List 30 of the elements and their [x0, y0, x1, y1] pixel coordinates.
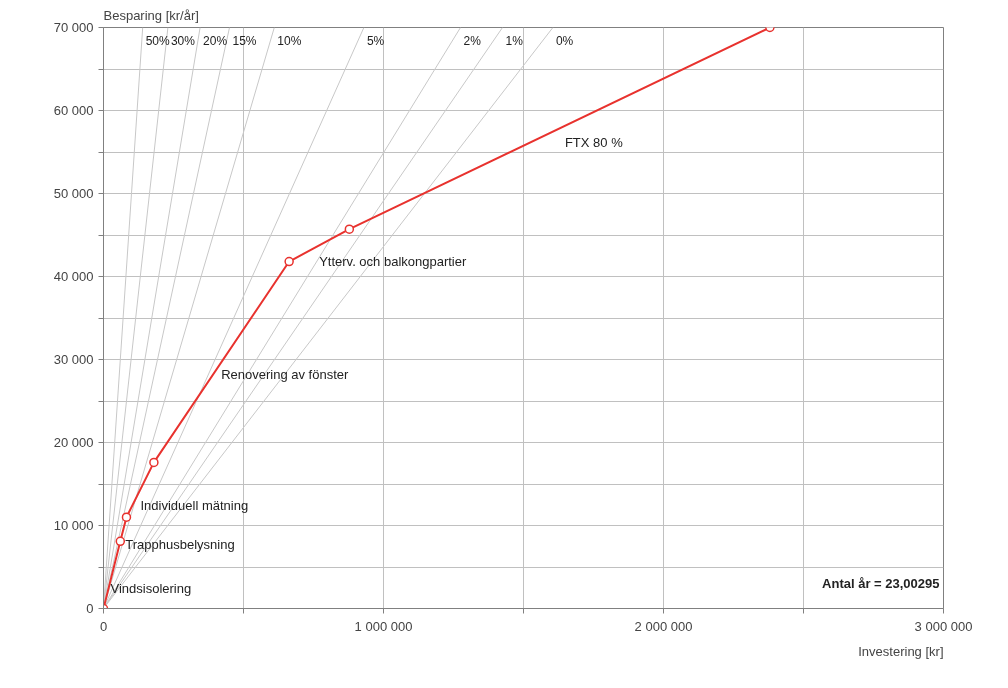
- x-tick-label: 0: [99, 618, 108, 634]
- x-tick-label: 1 000 000: [354, 618, 413, 634]
- x-axis-title: Investering [kr]: [858, 643, 944, 659]
- annotation: Vindsisolering: [110, 581, 192, 596]
- series-label: 2%: [463, 33, 482, 48]
- series-label: 1%: [505, 33, 524, 48]
- y-tick-label: 70 000: [53, 20, 94, 35]
- y-tick-label: 10 000: [53, 518, 94, 533]
- series-label: 10%: [277, 33, 302, 48]
- series-label: 15%: [232, 33, 257, 48]
- y-tick-label: 50 000: [53, 186, 94, 201]
- y-tick-label: 20 000: [53, 435, 94, 450]
- series-label: 0%: [555, 33, 574, 48]
- y-axis-title: Besparing [kr/år]: [103, 7, 199, 23]
- annotation: FTX 80 %: [564, 135, 624, 151]
- series-label: 30%: [170, 33, 196, 48]
- annotation: Antal år = 23,00295: [822, 575, 940, 591]
- y-tick-label: 60 000: [53, 103, 94, 118]
- annotation: Individuell mätning: [140, 497, 249, 513]
- annotation: Renovering av fönster: [221, 366, 349, 382]
- annotation: Trapphusbelysning: [125, 536, 235, 552]
- series-label: 20%: [203, 33, 228, 48]
- y-tick-label: 30 000: [53, 352, 94, 367]
- annotation: Ytterv. och balkongpartier: [319, 254, 467, 270]
- series-label: 50%: [145, 33, 171, 48]
- series-label: 5%: [366, 33, 385, 48]
- x-tick-label: 2 000 000: [634, 618, 693, 634]
- x-tick-label: 3 000 000: [914, 618, 973, 634]
- y-tick-label: 40 000: [53, 269, 94, 284]
- y-tick-label: 0: [86, 601, 94, 616]
